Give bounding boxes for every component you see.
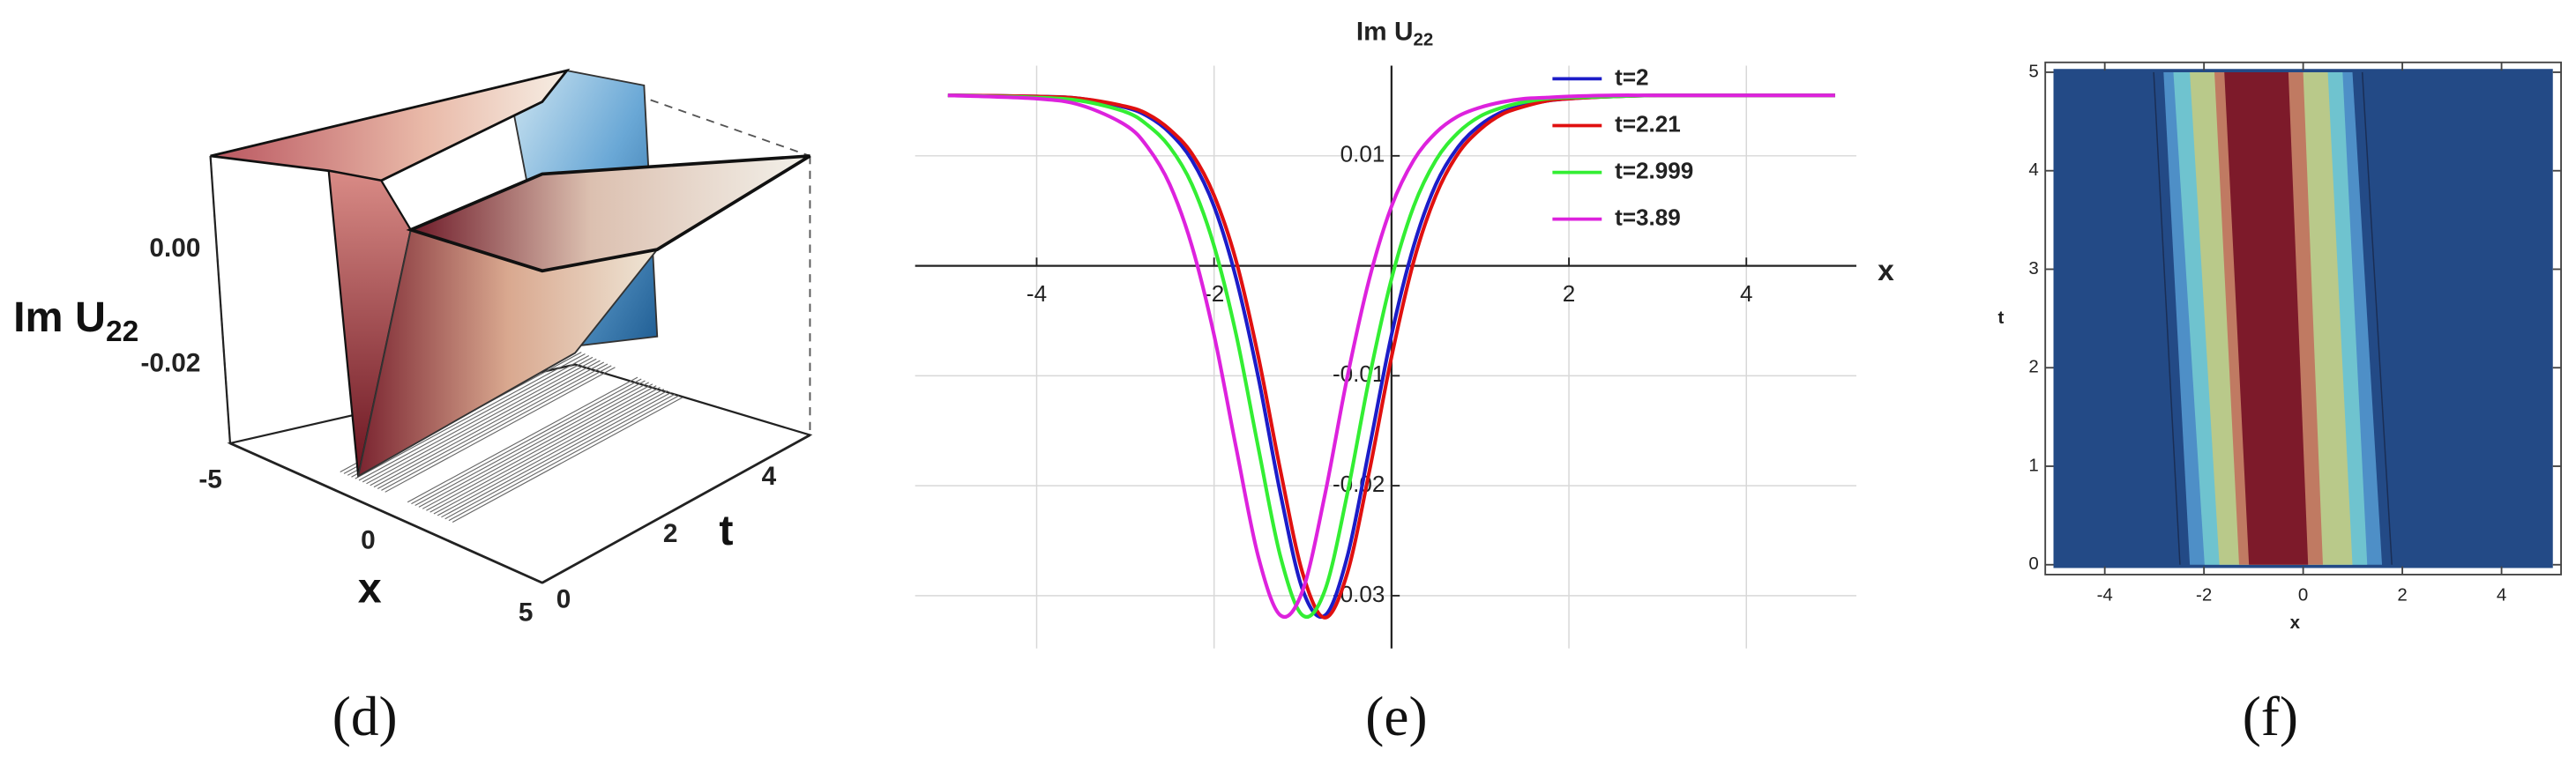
floor-contour	[366, 358, 597, 485]
y-tick-label: -0.01	[1333, 360, 1385, 387]
t-label: t	[719, 507, 733, 554]
surface-plateau	[210, 68, 571, 182]
t-tick-label: 2	[663, 519, 678, 548]
surface-plateau	[406, 154, 811, 273]
floor-contour	[444, 393, 676, 520]
floor-contour	[411, 378, 642, 505]
x-tick-label: -2	[1204, 280, 1224, 307]
x-tick-label: 5	[519, 598, 534, 628]
z-label: Im U22	[13, 293, 138, 348]
z-axis	[209, 155, 232, 443]
floor-contour	[377, 363, 609, 490]
z-label-sub: 22	[106, 316, 138, 348]
legend-label: t=2.21	[1615, 110, 1681, 137]
floor-contour	[452, 397, 683, 524]
contour-panel	[2053, 69, 2553, 568]
y-tick-label: -0.02	[1333, 471, 1385, 497]
y-tick-label: 2	[2028, 357, 2038, 377]
y-tick-label: 1	[2028, 455, 2038, 475]
caption: (f)	[2243, 686, 2298, 747]
y-axis-label: t	[1997, 308, 2004, 328]
t-axis	[541, 434, 811, 584]
contour-line	[2361, 71, 2393, 565]
x-axis-label: x	[2290, 613, 2301, 633]
x-tick-label: -2	[2196, 585, 2212, 605]
contour-band	[2224, 71, 2309, 565]
floor-contour	[418, 382, 649, 508]
floor-contour	[362, 356, 594, 483]
x-axis-label: x	[1878, 255, 1894, 287]
box-edge	[566, 70, 810, 157]
floor-contour	[433, 388, 664, 515]
floor-contour	[429, 387, 661, 513]
x-tick-label: -5	[198, 465, 222, 494]
x-label: x	[358, 564, 382, 612]
floor-contour	[414, 380, 646, 507]
surface-panel: Im U22 0.00 -0.02 -5 0 5 0 2 4 x t (d)	[13, 68, 813, 747]
x-tick-label: 4	[1740, 280, 1753, 307]
x-tick-label: 2	[1563, 280, 1576, 307]
x-tick-label: 4	[2497, 585, 2506, 605]
caption: (e)	[1365, 686, 1427, 747]
caption: (d)	[332, 686, 398, 747]
contour-line	[2153, 71, 2181, 565]
x-tick-label: -4	[2097, 585, 2113, 605]
legend-label: t=2.999	[1615, 157, 1693, 183]
floor-contour	[407, 376, 638, 503]
t-tick-label: 4	[762, 462, 777, 491]
y-tick-label: 0.01	[1340, 141, 1385, 167]
x-tick-label: 0	[361, 526, 376, 555]
y-tick-label: 3	[2028, 258, 2038, 279]
x-axis	[229, 442, 543, 584]
title-main: Im U	[1356, 17, 1414, 46]
floor-contour	[358, 354, 590, 481]
floor-contour	[448, 395, 679, 522]
z-tick-label: 0.00	[149, 234, 200, 263]
title-sub: 22	[1413, 30, 1433, 50]
y-tick-label: 5	[2028, 61, 2038, 81]
floor-contour	[370, 360, 601, 486]
y-tick-label: 4	[2028, 160, 2038, 180]
floor-contour	[385, 367, 616, 493]
floor-contour	[422, 383, 653, 509]
chart-title: Im U22	[1356, 17, 1433, 50]
floor-contour	[441, 391, 672, 518]
legend-label: t=2	[1615, 63, 1648, 90]
floor-contour	[426, 385, 657, 511]
legend-label: t=3.89	[1615, 204, 1681, 231]
floor-contour	[381, 365, 612, 491]
floor-contour	[355, 353, 586, 479]
x-tick-label: 2	[2397, 585, 2407, 605]
floor-contour	[373, 361, 605, 488]
series-line	[947, 93, 1835, 619]
t-tick-label: 0	[556, 585, 571, 614]
x-tick-label: 0	[2298, 585, 2308, 605]
z-label-main: Im U	[13, 293, 106, 341]
x-tick-label: -4	[1027, 280, 1047, 307]
z-tick-label: -0.02	[140, 348, 200, 377]
floor-contour	[437, 390, 668, 516]
y-tick-label: 0	[2028, 553, 2038, 574]
